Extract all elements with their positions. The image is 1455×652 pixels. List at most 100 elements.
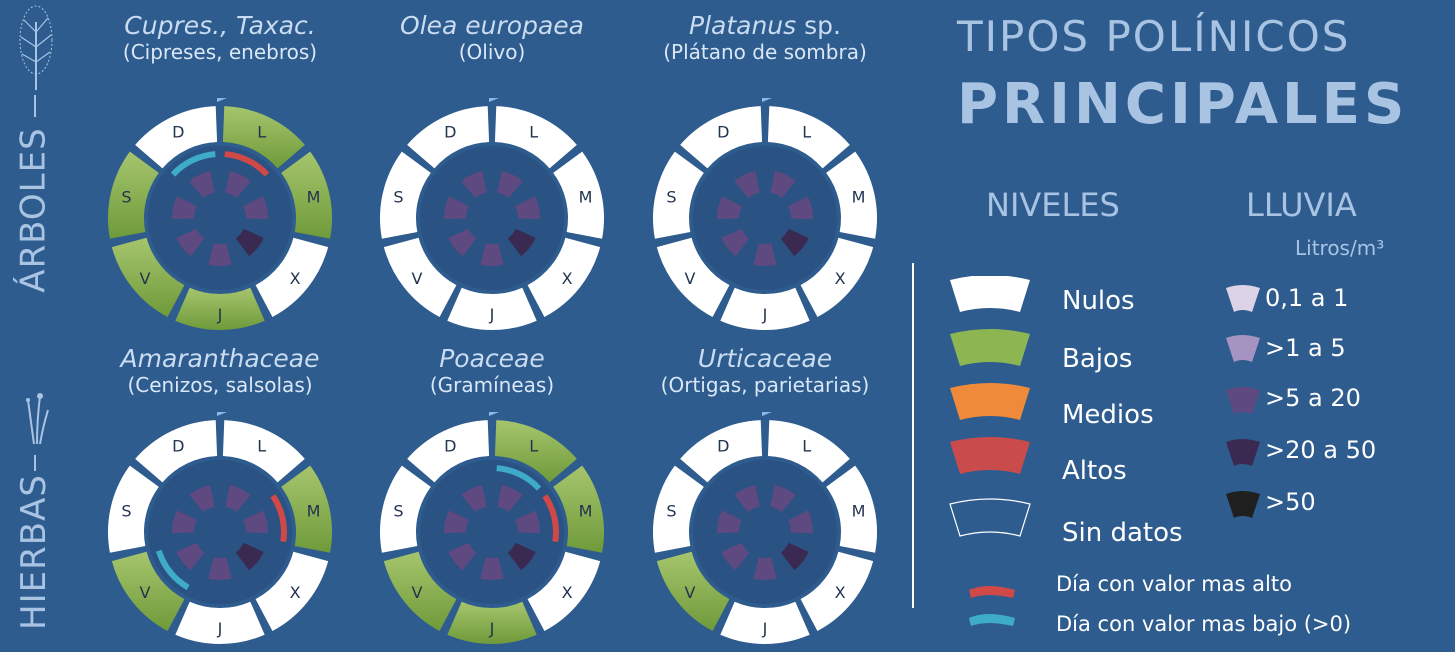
day-label-V: V — [684, 583, 695, 602]
plant-common-name: (Ortigas, parietarias) — [660, 373, 870, 397]
day-segment-J — [720, 287, 810, 330]
rain-wedge-L — [225, 484, 251, 512]
day-segment-D — [680, 420, 763, 483]
rain-wedge-V — [448, 542, 477, 571]
rain-wedge-S — [717, 196, 742, 219]
plant-common-name: (Cipreses, enebros) — [122, 40, 318, 64]
niveles-title: NIVELES — [986, 186, 1120, 224]
day-label-S: S — [393, 188, 403, 207]
rain-50-swatch — [1226, 491, 1260, 518]
day-label-M: M — [307, 188, 321, 207]
day-label-X: X — [835, 583, 846, 602]
day-segment-S — [653, 465, 704, 553]
rain-wedge-L — [225, 170, 251, 198]
plant-name: Amaranthaceae — [120, 344, 320, 373]
nulos-swatch — [950, 276, 1030, 312]
day-segment-S — [107, 151, 159, 239]
day-label-S: S — [121, 502, 131, 521]
day-segment-J — [720, 601, 810, 644]
rain-wedge-D — [461, 484, 487, 512]
day-label-J: J — [762, 305, 768, 324]
rain-wedge-M — [243, 510, 268, 533]
day-segment-L — [222, 106, 305, 169]
day-segment-L — [767, 106, 850, 169]
rain-wedge-V — [176, 228, 205, 257]
day-label-L: L — [529, 123, 538, 142]
day-segment-X — [800, 551, 874, 631]
wheel-center — [693, 460, 837, 604]
rain-wedge-V — [176, 542, 205, 571]
day-segment-M — [281, 465, 332, 553]
lluvia-title: LLUVIA — [1246, 186, 1357, 224]
day-label-L: L — [802, 123, 811, 142]
day-label-X: X — [835, 269, 846, 288]
day-segment-L — [222, 420, 305, 483]
day-label-V: V — [139, 583, 150, 602]
day-segment-V — [111, 551, 185, 631]
wheel-center — [420, 460, 564, 604]
plant-block: Cupres., Taxac. (Cipreses, enebros) — [90, 11, 350, 65]
altos-label: Altos — [1062, 456, 1127, 486]
medios-label: Medios — [1062, 400, 1154, 430]
pollen-wheel: L M X J V S D — [380, 98, 604, 330]
day-segment-V — [111, 237, 185, 317]
week-start-pointer — [762, 412, 772, 416]
day-label-X: X — [562, 269, 573, 288]
day-label-D: D — [444, 437, 456, 456]
day-label-S: S — [121, 188, 131, 207]
day-label-J: J — [762, 619, 768, 638]
plant-common-name: (Cenizos, salsolas) — [127, 373, 313, 397]
max-day-swatch — [969, 586, 1015, 598]
legend-divider — [912, 263, 914, 608]
plant-name: Cupres., Taxac. — [124, 11, 316, 40]
rain-20-50-label: >20 a 50 — [1265, 436, 1377, 464]
main-title-line2: PRINCIPALES — [957, 72, 1409, 137]
day-segment-J — [175, 601, 265, 644]
rain-wedge-M — [243, 196, 268, 219]
rain-wedge-L — [497, 484, 523, 512]
pollen-wheel: L M X J V S D — [380, 412, 604, 644]
day-segment-L — [494, 106, 577, 169]
rain-wedge-L — [770, 484, 796, 512]
day-label-M: M — [852, 188, 866, 207]
day-label-M: M — [307, 502, 321, 521]
rain-0-1-label: 0,1 a 1 — [1265, 284, 1349, 312]
week-start-pointer — [217, 98, 227, 102]
lluvia-legend-swatches — [1226, 285, 1260, 518]
day-segment-V — [383, 237, 457, 317]
rain-wedge-M — [788, 196, 813, 219]
rain-wedge-S — [444, 196, 469, 219]
day-segment-S — [380, 465, 431, 553]
day-label-V: V — [411, 269, 422, 288]
day-segment-M — [553, 151, 604, 239]
day-segment-D — [135, 420, 218, 483]
rain-wedge-J — [208, 243, 232, 266]
day-label-L: L — [257, 123, 266, 142]
plant-name: Platanus — [689, 11, 797, 40]
rain-wedge-V — [721, 228, 750, 257]
day-segment-M — [281, 151, 332, 239]
pollen-wheel: L M X J V S D — [653, 98, 877, 330]
min-day-marker — [155, 549, 190, 591]
rain-wedge-X — [235, 542, 264, 571]
herbs-label-dash — [34, 455, 36, 471]
niveles-legend-swatches — [949, 276, 1031, 626]
day-segment-X — [255, 237, 329, 317]
rain-5-20-label: >5 a 20 — [1265, 384, 1361, 412]
day-label-X: X — [290, 269, 301, 288]
herbs-side-label: HIERBAS — [4, 360, 64, 647]
day-label-D: D — [717, 123, 729, 142]
plant-block: Poaceae (Gramíneas) — [362, 345, 622, 398]
trees-label: ÁRBOLES — [14, 127, 55, 293]
rain-wedge-L — [770, 170, 796, 198]
rain-wedge-J — [208, 557, 232, 580]
day-segment-L — [767, 420, 850, 483]
rain-wedge-D — [461, 170, 487, 198]
day-segment-X — [800, 237, 874, 317]
medios-swatch — [950, 383, 1030, 420]
rain-wedge-M — [788, 510, 813, 533]
wheel-center — [148, 146, 292, 290]
rain-wedge-D — [189, 170, 215, 198]
day-label-S: S — [393, 502, 403, 521]
day-label-S: S — [666, 188, 676, 207]
